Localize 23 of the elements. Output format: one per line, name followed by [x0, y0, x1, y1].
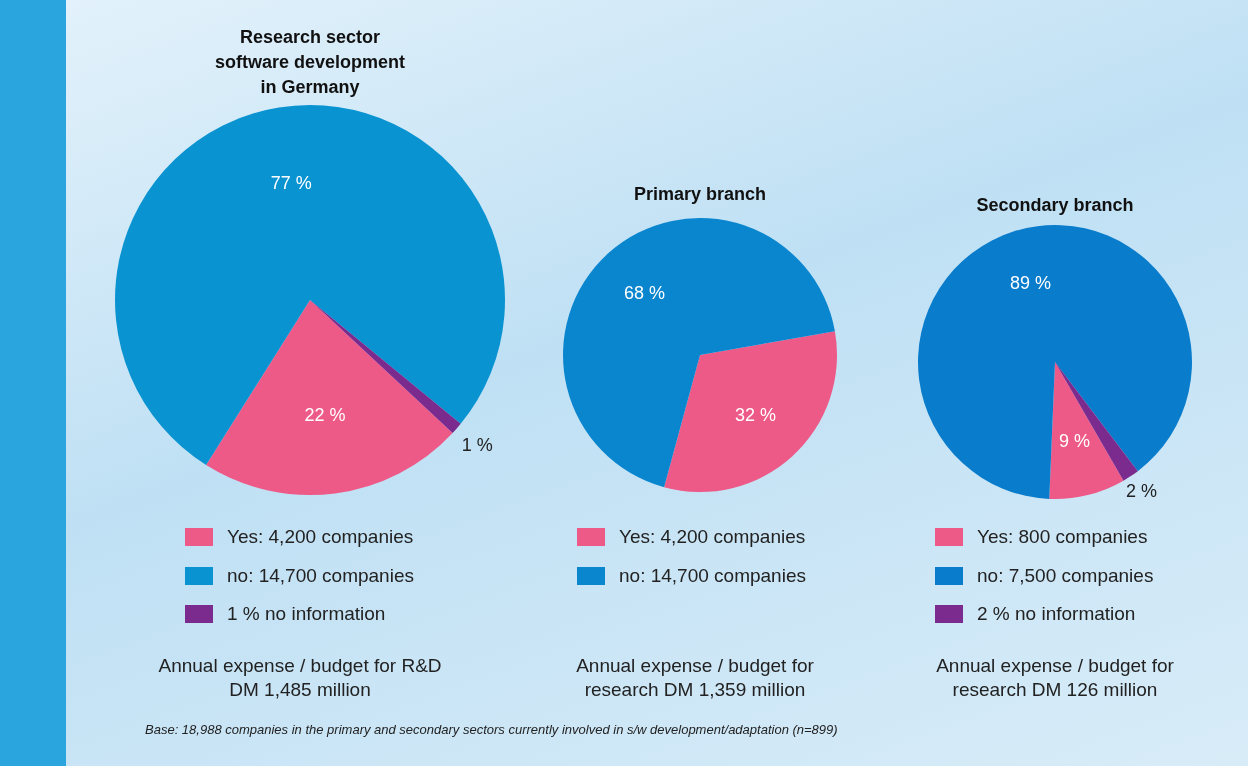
data-label: 77 %	[270, 173, 312, 194]
legend-label: no: 14,700 companies	[227, 564, 414, 587]
legend-label: Yes: 800 companies	[977, 526, 1148, 549]
data-label: 1 %	[461, 435, 493, 456]
legend-label: no: 7,500 companies	[977, 564, 1154, 587]
legend-label: Yes: 4,200 companies	[227, 526, 414, 549]
chart-title: Primary branch	[632, 183, 768, 206]
data-label: 22 %	[304, 404, 346, 425]
legend-label: no: 14,700 companies	[619, 564, 806, 587]
legend-label: 2 % no information	[977, 603, 1136, 626]
data-label: 9 %	[1059, 430, 1091, 451]
text: Base: 18,988 companies in the primary and secondary sectors currently involved in s/w development/adaptation (n=899)	[145, 722, 838, 737]
text: Annual expense / budget for research DM 126 million	[935, 654, 1175, 702]
text: Annual expense / budget for R&D DM 1,485 million	[157, 654, 443, 702]
chart-title: Secondary branch	[975, 194, 1135, 217]
legend-label: Yes: 4,200 companies	[619, 526, 806, 549]
legend-label: 1 % no information	[227, 603, 386, 626]
text: Annual expense / budget for research DM 1,359 million	[575, 654, 815, 702]
data-label: 2 %	[1125, 481, 1157, 502]
data-label: 68 %	[624, 283, 666, 304]
data-label: 32 %	[734, 404, 776, 425]
chart-title: Research sector software development in Germany	[213, 26, 406, 99]
data-label: 89 %	[1009, 272, 1051, 293]
